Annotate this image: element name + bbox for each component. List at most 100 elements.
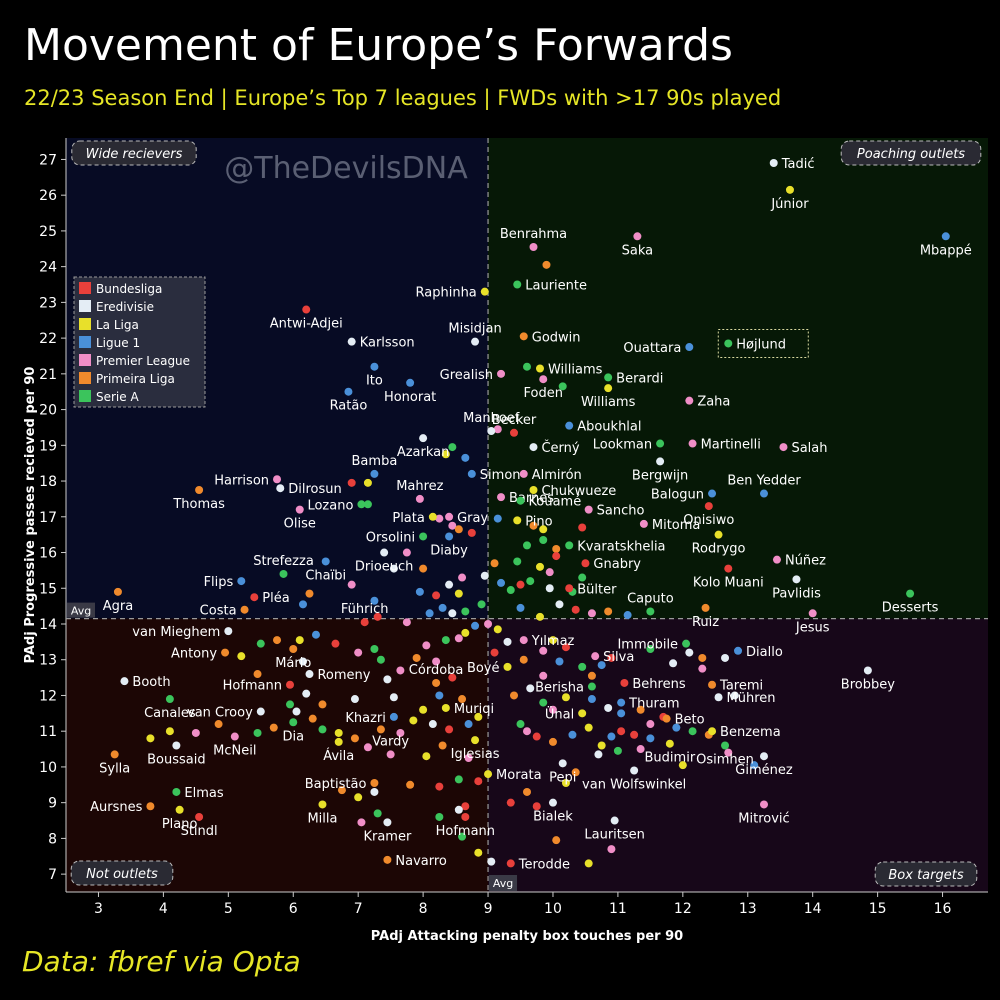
data-point [461,812,470,821]
data-point [464,720,473,729]
data-point [419,564,428,573]
y-tick-label: 12 [39,688,57,704]
data-point [759,489,768,498]
data-point [279,569,288,578]
point-label: Júnior [770,197,809,212]
data-point [759,800,768,809]
data-point [441,450,450,459]
data-point [565,421,574,430]
y-tick-label: 22 [39,331,57,347]
data-point [545,584,554,593]
data-point [318,725,327,734]
data-point [350,695,359,704]
data-point [146,802,155,811]
point-label: Núñez [785,554,826,569]
data-point [224,627,233,636]
data-point [370,787,379,796]
legend-entry: Serie A [96,390,139,404]
data-point [302,305,311,314]
data-point [665,739,674,748]
point-label: McNeil [213,744,256,759]
quadrant-label-bottom-right-box [874,861,978,887]
point-label: Højlund [736,337,786,352]
data-point [230,732,239,741]
data-point [617,698,626,707]
data-point [172,741,181,750]
data-point [646,607,655,616]
quadrant-bg-top-right [488,138,988,619]
data-point [195,812,204,821]
data-point [435,514,444,523]
data-point [678,761,687,770]
data-point [370,362,379,371]
y-tick-label: 8 [48,831,57,847]
point-label: Mbappé [920,243,972,258]
data-point [256,707,265,716]
data-point [454,589,463,598]
data-point [110,750,119,759]
point-label: Dia [282,729,304,744]
data-point [428,720,437,729]
data-point [565,584,574,593]
data-point [519,469,528,478]
data-point [604,373,613,382]
data-point [165,727,174,736]
quadrant-label-bottom-right: Box targets [888,868,963,883]
data-point [415,587,424,596]
data-point [493,514,502,523]
data-point [808,609,817,618]
quadrant-label-bottom-left: Not outlets [86,867,158,882]
data-point [561,643,570,652]
y-tick-label: 13 [39,653,57,669]
data-point [318,800,327,809]
point-label: van Mieghem [132,625,220,640]
legend-swatch [79,354,91,366]
data-point [539,671,548,680]
data-point [552,552,561,561]
data-point [636,705,645,714]
point-label: Desserts [882,601,939,616]
point-label: Kouamé [529,495,582,510]
data-point [237,577,246,586]
data-point [273,475,282,484]
point-label: Sancho [597,504,645,519]
x-tick-label: 11 [609,901,627,917]
data-point [487,427,496,436]
y-tick-label: 11 [39,724,57,740]
point-label: Balogun [651,488,704,503]
legend-swatch [79,372,91,384]
x-axis-label: PAdj Attacking penalty box touches per 9… [371,929,683,944]
data-point [863,666,872,675]
point-label: Godwin [532,330,581,345]
point-label: Beto [675,713,705,728]
x-tick-label: 13 [739,901,757,917]
point-label: Karlsson [360,336,415,351]
data-point [415,494,424,503]
data-point [454,634,463,643]
data-point [389,564,398,573]
data-point [578,573,587,582]
point-label: Rodrygo [692,542,746,557]
data-point [779,443,788,452]
point-label: Baptistão [305,777,367,792]
data-point [539,375,548,384]
point-label: Williams [581,395,636,410]
data-point [240,605,249,614]
data-point [286,680,295,689]
data-point [363,743,372,752]
data-point [370,596,379,605]
data-point [337,786,346,795]
data-point [363,478,372,487]
point-label: Führich [341,602,389,617]
data-point [493,625,502,634]
data-point [480,287,489,296]
data-point [584,723,593,732]
point-label: Plata [392,511,424,526]
data-point [467,469,476,478]
data-point [250,593,259,602]
data-point [704,502,713,511]
point-label: Grealish [440,368,493,383]
data-point [539,536,548,545]
highlight-box [717,328,809,358]
y-tick-label: 23 [39,295,57,311]
